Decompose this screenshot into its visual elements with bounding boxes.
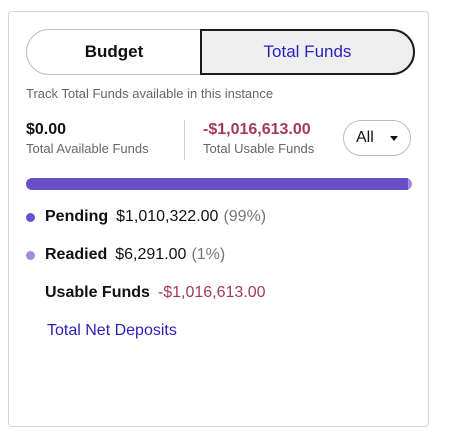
usable-funds-label: Usable Funds (45, 284, 150, 301)
readied-amount: $6,291.00 (115, 246, 187, 263)
total-usable-label: Total Usable Funds (203, 141, 315, 156)
pending-percent: (99%) (223, 208, 267, 225)
readied-label: Readied (45, 246, 108, 263)
total-usable-value: -$1,016,613.00 (203, 121, 311, 138)
pending-amount: $1,010,322.00 (116, 208, 219, 225)
funds-filter-select[interactable]: All (343, 120, 411, 156)
readied-row: Readied $6,291.00 (1%) (26, 244, 225, 266)
total-available-value: $0.00 (26, 121, 67, 138)
readied-dot-icon (26, 250, 35, 260)
total-funds-card: Budget Total Funds Track Total Funds ava… (8, 11, 429, 427)
funds-filter-value: All (356, 129, 374, 146)
funds-progress-bar (26, 178, 412, 190)
total-available-funds: $0.00 Total Available Funds (26, 120, 149, 158)
budget-tab[interactable]: Budget (84, 42, 144, 61)
total-funds-tab[interactable]: Total Funds (200, 29, 415, 75)
pending-label: Pending (45, 208, 109, 225)
pending-row: Pending $1,010,322.00 (99%) (26, 206, 266, 228)
usable-funds-row: Usable Funds -$1,016,613.00 (45, 282, 266, 304)
total-net-deposits-link[interactable]: Total Net Deposits (47, 322, 177, 339)
pending-dot-icon (26, 212, 35, 222)
funds-view-toggle: Budget Total Funds (26, 29, 415, 75)
caret-down-icon (390, 136, 398, 141)
total-available-label: Total Available Funds (26, 141, 149, 156)
metric-divider (184, 120, 185, 160)
total-usable-funds: -$1,016,613.00 Total Usable Funds (203, 120, 314, 158)
readied-percent: (1%) (191, 246, 226, 263)
card-subtitle: Track Total Funds available in this inst… (26, 86, 274, 101)
usable-funds-amount: -$1,016,613.00 (157, 284, 266, 301)
pending-progress-fill (26, 178, 409, 190)
